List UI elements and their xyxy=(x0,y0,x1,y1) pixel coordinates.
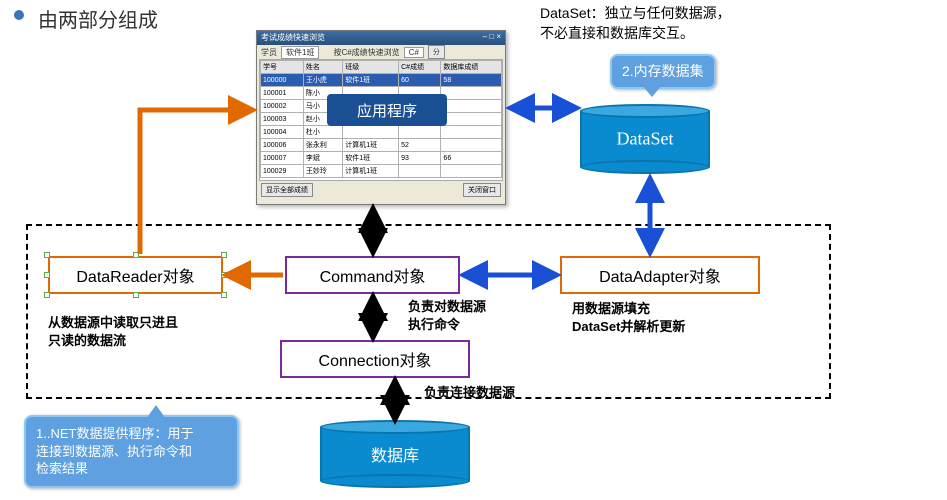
table-row[interactable]: 100029王妙玲计算机1班 xyxy=(261,165,502,178)
callout-memory-dataset: 2.内存数据集 xyxy=(610,54,716,89)
datareader-label: DataReader对象 xyxy=(76,263,194,287)
datareader-box: DataReader对象 xyxy=(48,256,223,294)
app-footer: 显示全部成绩 关闭窗口 xyxy=(257,181,505,199)
connection-note: 负责连接数据源 xyxy=(424,384,515,402)
table-cell: 100029 xyxy=(261,165,304,178)
dataset-cyl-label: DataSet xyxy=(580,129,710,150)
app-window: 考试成绩快速浏览 – □ × 学员 软件1班 按C#成绩快速浏览 C# 分 学号… xyxy=(256,30,506,205)
table-cell xyxy=(343,126,399,139)
toolbar-right-label: 按C#成绩快速浏览 xyxy=(333,47,399,58)
table-cell: 王妙玲 xyxy=(303,165,342,178)
table-cell: 张永利 xyxy=(303,139,342,152)
app-title: 考试成绩快速浏览 xyxy=(261,32,325,44)
table-cell: 李斌 xyxy=(303,152,342,165)
app-overlay-text: 应用程序 xyxy=(357,100,417,121)
table-cell: 杜小 xyxy=(303,126,342,139)
app-table-header: 学号 xyxy=(261,61,304,74)
table-cell: 100002 xyxy=(261,100,304,113)
table-cell: 王小虎 xyxy=(303,74,342,87)
app-table-header: C#成绩 xyxy=(399,61,441,74)
callout-memory-label: 2.内存数据集 xyxy=(622,63,704,79)
command-note: 负责对数据源执行命令 xyxy=(408,298,486,333)
table-cell: 100003 xyxy=(261,113,304,126)
connection-box: Connection对象 xyxy=(280,340,470,378)
app-table-header: 班级 xyxy=(343,61,399,74)
table-cell xyxy=(399,126,441,139)
table-cell xyxy=(441,139,502,152)
app-table-header: 姓名 xyxy=(303,61,342,74)
table-cell: 60 xyxy=(399,74,441,87)
table-cell: 计算机1班 xyxy=(343,139,399,152)
table-cell: 100001 xyxy=(261,87,304,100)
window-controls-icon: – □ × xyxy=(483,32,501,44)
table-row[interactable]: 100000王小虎软件1班6058 xyxy=(261,74,502,87)
connection-label: Connection对象 xyxy=(319,347,432,371)
command-box: Command对象 xyxy=(285,256,460,294)
dataadapter-note: 用数据源填充DataSet并解析更新 xyxy=(572,300,685,335)
table-cell: 100000 xyxy=(261,74,304,87)
table-row[interactable]: 100004杜小 xyxy=(261,126,502,139)
table-cell xyxy=(441,126,502,139)
database-cyl-label: 数据库 xyxy=(320,442,470,466)
table-cell xyxy=(399,165,441,178)
app-overlay-label: 应用程序 xyxy=(327,94,447,126)
table-cell xyxy=(441,100,502,113)
app-table-header: 数据库成绩 xyxy=(441,61,502,74)
table-cell xyxy=(441,113,502,126)
dataset-note: DataSet：独立与任何数据源，不必直接和数据库交互。 xyxy=(540,4,731,43)
datareader-selection: DataReader对象 xyxy=(48,256,223,294)
table-row[interactable]: 100007李斌软件1班9366 xyxy=(261,152,502,165)
app-titlebar: 考试成绩快速浏览 – □ × xyxy=(257,31,505,45)
command-label: Command对象 xyxy=(320,263,426,287)
bullet-dot xyxy=(14,10,24,20)
toolbar-left-label: 学员 xyxy=(261,47,277,58)
dataadapter-box: DataAdapter对象 xyxy=(560,256,760,294)
callout-provider-label: 1..NET数据提供程序：用于连接到数据源、执行命令和检索结果 xyxy=(36,426,193,476)
table-cell: 100006 xyxy=(261,139,304,152)
table-cell: 58 xyxy=(441,74,502,87)
table-cell: 软件1班 xyxy=(343,74,399,87)
table-cell xyxy=(441,87,502,100)
datareader-note: 从数据源中读取只进且只读的数据流 xyxy=(48,314,178,349)
table-cell: 93 xyxy=(399,152,441,165)
table-cell: 52 xyxy=(399,139,441,152)
dataset-cylinder: DataSet xyxy=(580,104,710,174)
toolbar-left-value[interactable]: 软件1班 xyxy=(281,46,319,59)
table-cell: 软件1班 xyxy=(343,152,399,165)
app-footer-left-btn[interactable]: 显示全部成绩 xyxy=(261,183,313,197)
table-cell: 计算机1班 xyxy=(343,165,399,178)
table-row[interactable]: 100006张永利计算机1班52 xyxy=(261,139,502,152)
app-footer-right-btn[interactable]: 关闭窗口 xyxy=(463,183,501,197)
page-title: 由两部分组成 xyxy=(38,4,158,33)
table-cell: 100007 xyxy=(261,152,304,165)
toolbar-right-value[interactable]: C# xyxy=(404,47,424,58)
callout-net-provider: 1..NET数据提供程序：用于连接到数据源、执行命令和检索结果 xyxy=(24,415,239,488)
table-cell xyxy=(441,165,502,178)
table-cell: 100004 xyxy=(261,126,304,139)
database-cylinder: 数据库 xyxy=(320,420,470,488)
table-cell: 66 xyxy=(441,152,502,165)
app-toolbar: 学员 软件1班 按C#成绩快速浏览 C# 分 xyxy=(257,45,505,59)
toolbar-button[interactable]: 分 xyxy=(428,45,445,59)
dataadapter-label: DataAdapter对象 xyxy=(599,263,721,287)
